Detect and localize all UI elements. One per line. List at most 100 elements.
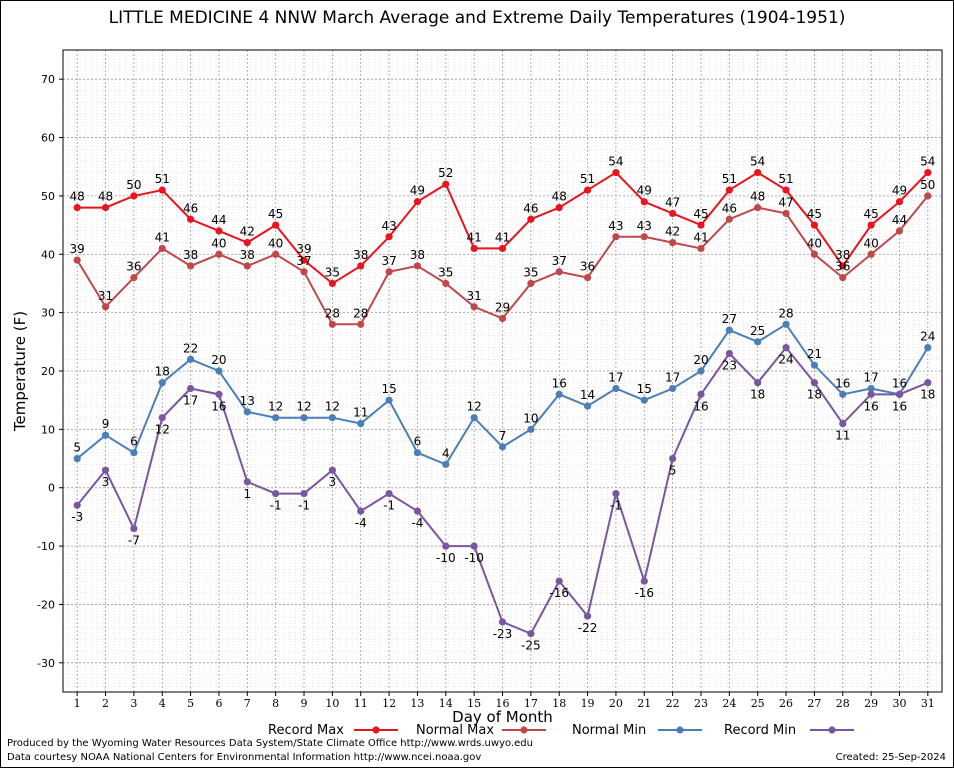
data-point [782,344,790,352]
data-point [555,577,563,585]
data-point [385,268,393,276]
y-tick-label: 10 [41,423,55,436]
data-label: -16 [549,586,569,600]
data-point [612,168,620,177]
data-label: -1 [298,499,310,513]
data-label: 5 [669,464,677,478]
data-label: 50 [126,178,141,192]
data-label: 37 [296,254,311,268]
data-label: 28 [353,306,368,320]
x-tick-label: 11 [354,697,368,710]
data-label: 16 [693,399,708,413]
data-point [924,379,932,387]
data-point [697,244,705,253]
data-label: 41 [467,230,482,244]
x-tick-label: 7 [244,697,251,710]
data-label: 49 [637,184,652,198]
data-point [186,262,195,270]
data-point [555,268,563,276]
data-point [839,262,847,270]
data-label: -1 [270,499,282,513]
data-label: 24 [920,330,935,344]
data-label: 36 [580,260,595,274]
data-point [810,221,819,229]
data-label: 41 [155,230,170,244]
y-tick-label: -30 [37,657,55,670]
data-point [470,244,478,253]
data-point [583,402,592,410]
grid [62,50,943,692]
data-label: 15 [637,382,652,396]
x-tick-label: 21 [637,697,651,710]
data-label: -10 [436,551,456,565]
x-tick-label: 26 [779,697,793,710]
footer-courtesy: Data courtesy NOAA National Centers for … [7,752,482,763]
data-label: 3 [329,475,337,489]
data-label: 16 [863,399,878,413]
data-point [130,274,138,282]
data-label: 16 [892,399,907,413]
data-point [385,396,393,404]
x-tick-label: 15 [467,697,481,710]
data-point [158,414,166,422]
x-tick-label: 1 [74,697,81,710]
data-point [413,262,422,270]
x-tick-label: 27 [807,697,821,710]
data-label: -4 [355,516,367,530]
data-point [243,262,251,270]
data-label: 45 [807,207,822,221]
legend-marker [372,726,380,734]
data-point [357,262,365,270]
data-point [754,168,762,177]
data-label: 6 [414,435,422,449]
data-label: 40 [268,236,283,250]
data-label: 12 [325,400,340,414]
data-label: 40 [807,236,822,250]
data-point [357,419,365,428]
data-label: 49 [892,184,907,198]
data-label: 44 [211,213,226,227]
data-point [895,390,904,398]
legend-label: Normal Max [416,723,494,738]
footer-created: Created: 25-Sep-2024 [835,752,946,763]
data-point [810,379,819,387]
data-label: 29 [495,300,510,314]
data-point [130,524,138,533]
data-point [442,542,450,550]
data-label: 27 [722,312,737,326]
data-label: 16 [211,399,226,413]
data-label: 38 [410,248,425,262]
data-point [470,303,478,311]
data-label: 54 [608,155,623,169]
data-point [498,314,507,323]
data-label: 51 [580,172,595,186]
data-point [725,186,733,194]
data-point [498,618,507,626]
data-label: 31 [98,289,113,303]
data-label: 41 [693,230,708,244]
data-point [243,408,251,416]
data-point [272,414,280,422]
data-label: -22 [578,621,598,635]
data-label: 48 [98,190,113,204]
data-label: 48 [750,190,765,204]
data-point [328,279,336,288]
data-label: 17 [183,394,198,408]
data-point [640,198,648,206]
data-point [101,303,110,311]
data-point [357,320,365,328]
data-point [130,192,138,200]
data-label: 45 [268,207,283,221]
x-tick-label: 16 [496,697,510,710]
data-point [498,443,507,451]
data-point [669,454,677,463]
x-tick-label: 9 [301,697,308,710]
x-tick-label: 10 [325,697,339,710]
data-point [186,215,195,223]
data-point [640,396,648,404]
x-tick-label: 6 [215,697,222,710]
y-tick-label: -10 [37,540,55,553]
footer-produced-by: Produced by the Wyoming Water Resources … [7,738,533,749]
data-point [867,384,875,393]
data-point [158,186,166,194]
